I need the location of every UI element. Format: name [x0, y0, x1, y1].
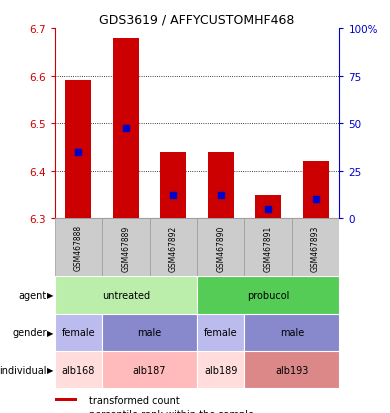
- Text: male: male: [280, 328, 304, 337]
- Text: alb193: alb193: [275, 365, 308, 375]
- Bar: [292, 219, 339, 277]
- Text: ▶: ▶: [48, 365, 54, 374]
- Text: GSM467893: GSM467893: [311, 225, 320, 271]
- Text: alb168: alb168: [62, 365, 95, 375]
- Text: untreated: untreated: [102, 290, 150, 300]
- Bar: [65, 81, 91, 219]
- Bar: [102, 219, 149, 277]
- Text: gender: gender: [12, 328, 47, 337]
- Text: probucol: probucol: [247, 290, 289, 300]
- Text: female: female: [204, 328, 238, 337]
- Text: ▶: ▶: [48, 328, 54, 337]
- Bar: [207, 152, 234, 219]
- Text: alb189: alb189: [204, 365, 238, 375]
- Bar: [245, 219, 292, 277]
- Bar: [55, 314, 102, 351]
- Text: agent: agent: [19, 290, 47, 300]
- Bar: [55, 351, 102, 388]
- Bar: [197, 277, 339, 314]
- Text: percentile rank within the sample: percentile rank within the sample: [89, 409, 254, 413]
- Text: ▶: ▶: [48, 291, 54, 300]
- Bar: [55, 219, 102, 277]
- Bar: [113, 38, 139, 219]
- Title: GDS3619 / AFFYCUSTOMHF468: GDS3619 / AFFYCUSTOMHF468: [99, 13, 294, 26]
- Bar: [245, 351, 339, 388]
- Text: transformed count: transformed count: [89, 394, 179, 405]
- Bar: [245, 314, 339, 351]
- Bar: [55, 277, 197, 314]
- Bar: [197, 351, 245, 388]
- Text: GSM467891: GSM467891: [264, 225, 273, 271]
- Text: female: female: [62, 328, 95, 337]
- Bar: [197, 314, 245, 351]
- Bar: [255, 195, 281, 219]
- Text: alb187: alb187: [133, 365, 166, 375]
- Text: GSM467890: GSM467890: [216, 225, 225, 271]
- Bar: [303, 162, 329, 219]
- Bar: [102, 351, 197, 388]
- Bar: [149, 219, 197, 277]
- Text: GSM467888: GSM467888: [74, 225, 83, 271]
- Text: GSM467892: GSM467892: [169, 225, 178, 271]
- Bar: [55, 399, 77, 401]
- Bar: [102, 314, 197, 351]
- Bar: [197, 219, 245, 277]
- Text: individual: individual: [0, 365, 47, 375]
- Text: male: male: [137, 328, 161, 337]
- Bar: [160, 152, 186, 219]
- Text: GSM467889: GSM467889: [121, 225, 130, 271]
